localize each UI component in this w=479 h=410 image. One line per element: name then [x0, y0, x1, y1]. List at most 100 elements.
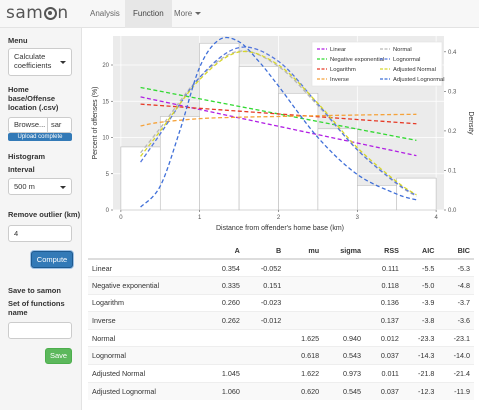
table-cell: 0.111 — [365, 258, 403, 277]
table-cell: 0.620 — [285, 381, 324, 400]
table-row: Adjusted Lognormal 1.060 0.620 0.545 0.037 -1… — [88, 381, 474, 400]
chevron-down-icon — [60, 185, 66, 189]
legend-item-label: Lognormal — [393, 57, 420, 63]
table-cell: 0.354 — [206, 258, 244, 277]
row-label: Adjusted Lognormal — [88, 381, 206, 400]
tab-more[interactable]: More — [166, 0, 209, 28]
row-label: Adjusted Normal — [88, 364, 206, 383]
table-cell: -3.9 — [402, 293, 439, 312]
brand-logo[interactable]: sam n — [6, 3, 69, 23]
table-cell: -23.1 — [438, 328, 474, 347]
tab-more-label: More — [174, 9, 193, 18]
compute-button[interactable]: Compute — [31, 251, 73, 268]
legend-item-label: Linear — [330, 47, 346, 53]
table-row: Negative exponential 0.335 0.151 0.118 -5.0-… — [88, 276, 474, 295]
table-cell: -21.8 — [402, 364, 439, 383]
interval-select[interactable]: 500 m — [8, 178, 72, 195]
series-line — [140, 46, 417, 197]
table-cell: 0.118 — [365, 276, 403, 295]
table-row: Logarithm 0.260 -0.023 0.136 -3.9 -3.7 — [88, 293, 474, 312]
row-label: Lognormal — [88, 346, 206, 365]
table-cell: -14.3 — [402, 346, 439, 365]
legend-item-label: Normal — [393, 47, 412, 53]
menu-select-value-line2: coefficients — [14, 61, 52, 70]
x-tick-label: 4 — [434, 215, 438, 221]
tab-analysis[interactable]: Analysis — [82, 0, 128, 28]
table-cell: -0.023 — [243, 293, 286, 312]
set-name-input[interactable] — [8, 322, 72, 339]
histogram-label: Histogram — [8, 152, 46, 161]
table-cell: 0.545 — [323, 381, 366, 400]
table-cell: -4.8 — [438, 276, 474, 295]
axes: 0 1 2 3 4 0 5 10 15 20 0.0 0.1 0.2 0.3 0.4 — [102, 50, 457, 221]
table-cell: 1.045 — [206, 364, 244, 383]
table-row: Lognormal 0.618 0.543 0.037 -14.3 -14.0 — [88, 346, 474, 365]
column-header: RSS — [365, 242, 403, 260]
series-line — [140, 113, 417, 127]
row-label: Logarithm — [88, 293, 206, 312]
table-cell — [285, 311, 324, 330]
tab-function-label: Function — [133, 9, 164, 18]
tab-function[interactable]: Function — [125, 0, 172, 28]
fitted-curves — [140, 36, 417, 208]
table-cell: 0.973 — [323, 364, 366, 383]
legend-item-label: Inverse — [330, 77, 349, 83]
browse-button[interactable]: Browse... — [8, 117, 48, 133]
row-label: Linear — [88, 258, 206, 277]
table-cell — [285, 276, 324, 295]
legend-box — [311, 41, 443, 87]
brand-suffix: n — [57, 3, 69, 23]
y2-axis-label: Density — [467, 111, 474, 135]
upload-label-line3: location (.csv) — [8, 103, 59, 112]
y2-tick-label: 0.1 — [448, 168, 457, 174]
x-tick-label: 3 — [356, 215, 360, 221]
table-cell: -5.0 — [402, 276, 439, 295]
chevron-down-icon — [60, 61, 66, 64]
table-cell: -3.8 — [402, 311, 439, 330]
y-tick-label: 10 — [102, 136, 109, 142]
y-axis-label: Percent of offenses (%) — [92, 86, 99, 159]
table-cell: 1.625 — [285, 328, 324, 347]
table-cell: 0.940 — [323, 328, 366, 347]
menu-label: Menu — [8, 36, 28, 45]
table-row: Adjusted Normal 1.045 1.622 0.973 0.011 -21.8… — [88, 364, 474, 383]
outlier-input[interactable]: 4 — [8, 225, 72, 242]
histogram-bar — [357, 185, 398, 211]
y2-tick-label: 0.2 — [448, 129, 457, 135]
table-cell: -5.5 — [402, 258, 439, 277]
table-cell — [243, 381, 286, 400]
set-name-label-line1: Set of functions — [8, 299, 65, 308]
upload-progress-bar: Upload complete — [8, 133, 72, 141]
histogram-bar — [238, 66, 279, 211]
column-header: AIC — [402, 242, 439, 260]
file-name-field[interactable]: sar — [47, 117, 72, 133]
table-cell: 0.012 — [365, 328, 403, 347]
x-tick-label: 1 — [198, 215, 202, 221]
row-label: Normal — [88, 328, 206, 347]
table-cell — [285, 258, 324, 277]
table-row: Inverse 0.262 -0.012 0.137 -3.8 -3.6 — [88, 311, 474, 330]
table-cell — [243, 364, 286, 383]
table-cell — [323, 311, 366, 330]
table-cell: -14.0 — [438, 346, 474, 365]
table-cell — [323, 293, 366, 312]
y-tick-label: 5 — [106, 172, 110, 178]
series-line — [140, 36, 417, 208]
brand-eye-icon — [44, 7, 58, 20]
table-cell — [243, 346, 286, 365]
save-button[interactable]: Save — [45, 348, 72, 364]
histogram-bar — [278, 92, 319, 211]
table-cell: 0.260 — [206, 293, 244, 312]
upload-progress-fill — [8, 133, 72, 141]
table-cell: 0.335 — [206, 276, 244, 295]
legend-item-label: Adjusted Lognormal — [393, 77, 445, 83]
save-heading: Save to samon — [8, 286, 61, 295]
table-cell: 0.262 — [206, 311, 244, 330]
table-cell — [206, 328, 244, 347]
menu-select[interactable]: Calculate coefficients — [8, 48, 72, 76]
table-cell: 1.060 — [206, 381, 244, 400]
histogram-bar — [120, 146, 161, 211]
y-tick-label: 15 — [102, 99, 109, 105]
table-cell — [285, 293, 324, 312]
interval-label: Interval — [8, 165, 35, 174]
